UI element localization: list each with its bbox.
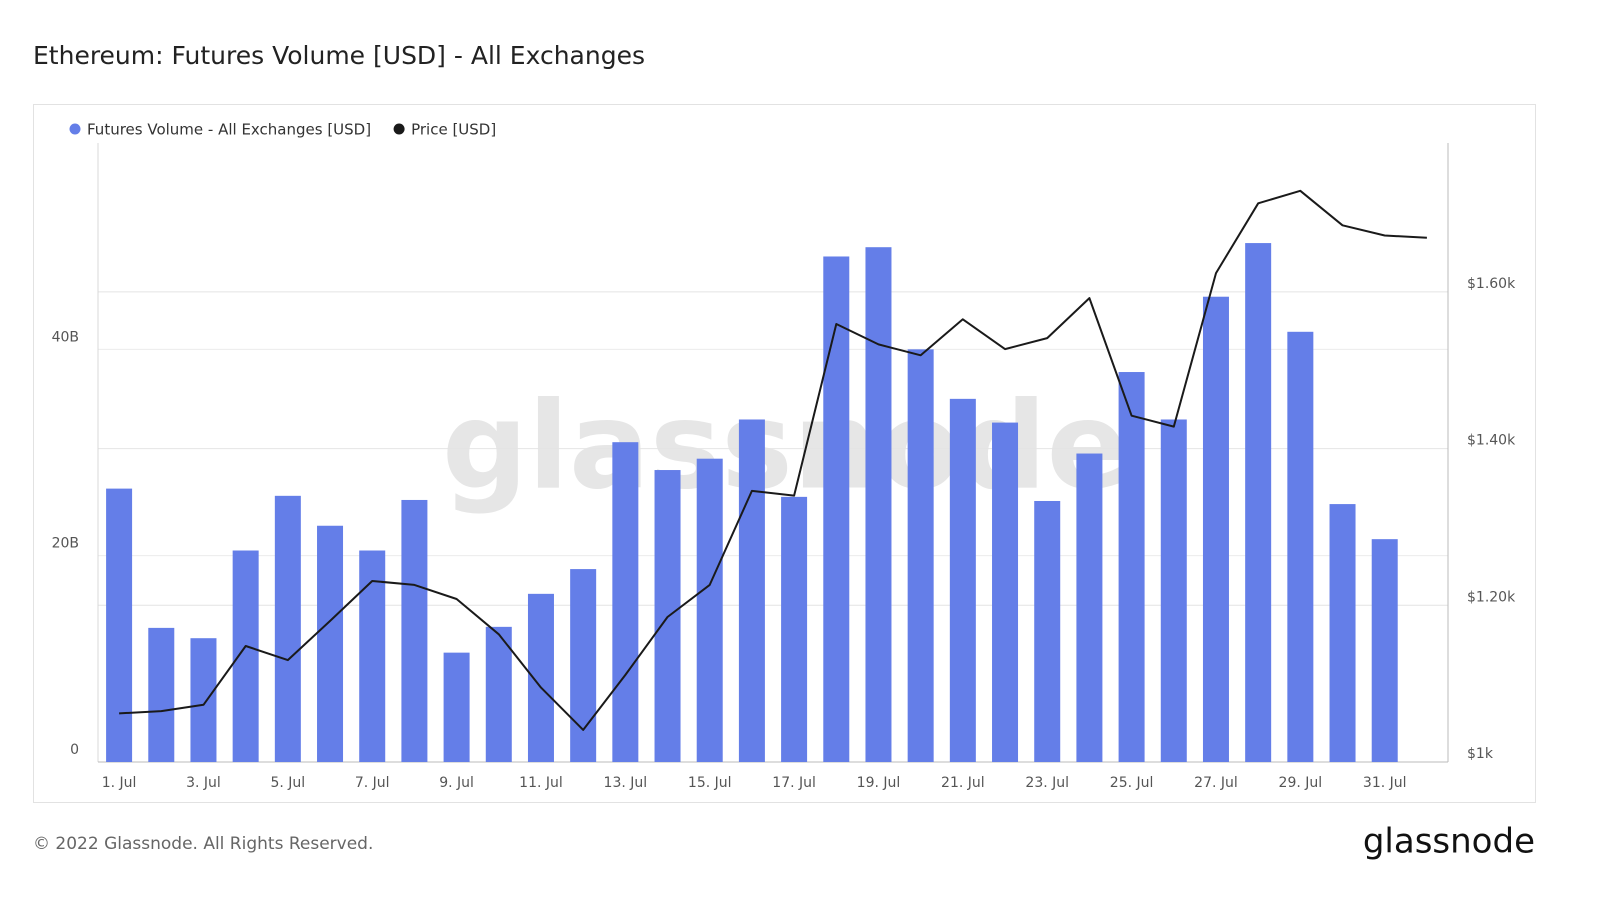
price-line [119, 189, 1427, 731]
bar [443, 652, 470, 762]
bar [1076, 453, 1103, 762]
y-tick-label: 0 [70, 742, 79, 758]
x-tick-label: 9. Jul [439, 775, 474, 791]
x-tick-label: 23. Jul [1025, 775, 1069, 791]
footer: © 2022 Glassnode. All Rights Reserved. [33, 834, 373, 854]
bar [738, 419, 765, 762]
bar [232, 550, 259, 762]
bar [612, 442, 639, 762]
x-tick-label: 31. Jul [1363, 775, 1407, 791]
x-tick-label: 5. Jul [270, 775, 305, 791]
legend-swatch [393, 123, 405, 135]
x-tick-label: 13. Jul [604, 775, 648, 791]
bar [949, 398, 976, 762]
bar [907, 349, 934, 762]
bar [359, 550, 386, 762]
x-tick-label: 15. Jul [688, 775, 732, 791]
x-tick-label: 1. Jul [102, 775, 137, 791]
y2-tick-label: $1.60k [1467, 276, 1516, 292]
bar [823, 256, 850, 762]
bar [1329, 504, 1356, 762]
bar [570, 569, 597, 762]
bar [1245, 243, 1272, 763]
x-tick-label: 19. Jul [857, 775, 901, 791]
bar [106, 488, 133, 762]
bar [1034, 500, 1061, 762]
y-tick-label: 40B [52, 329, 79, 345]
legend-label: Price [USD] [411, 121, 496, 139]
chart-title: Ethereum: Futures Volume [USD] - All Exc… [33, 41, 645, 70]
y-tick-label: 20B [52, 536, 79, 552]
x-tick-label: 7. Jul [355, 775, 390, 791]
bar [317, 525, 344, 762]
bar [992, 422, 1019, 762]
bar [865, 247, 892, 762]
x-tick-label: 3. Jul [186, 775, 221, 791]
x-tick-label: 25. Jul [1110, 775, 1154, 791]
x-tick-label: 27. Jul [1194, 775, 1238, 791]
bar [485, 626, 512, 762]
x-tick-label: 17. Jul [772, 775, 816, 791]
x-tick-label: 29. Jul [1279, 775, 1323, 791]
legend-label: Futures Volume - All Exchanges [USD] [87, 121, 371, 139]
logo: glassnode [1363, 822, 1535, 862]
bar [696, 458, 723, 762]
bar [401, 499, 428, 762]
legend-swatch [69, 123, 81, 135]
y2-tick-label: $1.20k [1467, 589, 1516, 605]
bar [1371, 539, 1398, 762]
bar [148, 627, 175, 762]
x-tick-label: 21. Jul [941, 775, 985, 791]
chart-frame [33, 104, 1536, 803]
bar [1118, 372, 1145, 762]
bar [1287, 331, 1314, 762]
bar [274, 495, 301, 762]
bar [1160, 419, 1187, 762]
bar [190, 638, 217, 762]
x-tick-label: 11. Jul [519, 775, 563, 791]
y2-tick-label: $1.40k [1467, 433, 1516, 449]
bar [781, 496, 808, 762]
watermark: glassnode [442, 378, 1128, 517]
bar [1202, 296, 1229, 762]
y2-tick-label: $1k [1467, 746, 1494, 762]
bar [527, 593, 554, 762]
